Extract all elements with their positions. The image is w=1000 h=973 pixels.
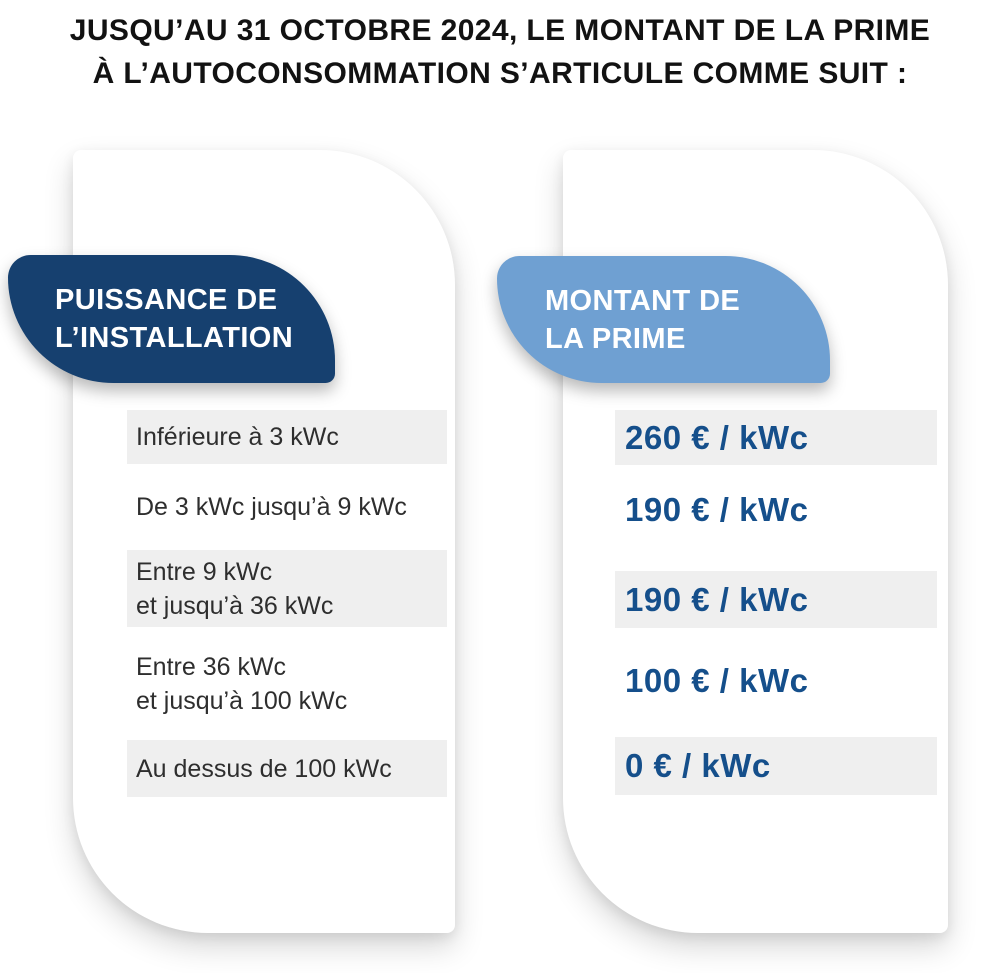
page-title-line2: À L’AUTOCONSOMMATION S’ARTICULE COMME SU… <box>92 57 908 90</box>
power-row-2-line1: De 3 kWc jusqu’à 9 kWc <box>136 493 407 521</box>
power-row-5: Au dessus de 100 kWc <box>127 740 447 797</box>
power-row-1: Inférieure à 3 kWc <box>127 410 447 464</box>
amount-row-4-value: 100 € / kWc <box>625 662 809 699</box>
power-row-1-line1: Inférieure à 3 kWc <box>136 423 339 451</box>
amount-row-5-value: 0 € / kWc <box>625 747 771 784</box>
amount-row-2: 190 € / kWc <box>615 482 937 538</box>
amount-row-4: 100 € / kWc <box>615 653 937 709</box>
power-row-5-line1: Au dessus de 100 kWc <box>136 754 392 783</box>
amount-row-1: 260 € / kWc <box>615 410 937 465</box>
power-row-4: Entre 36 kWc et jusqu’à 100 kWc <box>127 645 447 722</box>
power-row-4-line2: et jusqu’à 100 kWc <box>136 686 348 715</box>
page-title: JUSQU’AU 31 OCTOBRE 2024, LE MONTANT DE … <box>0 9 1000 95</box>
amount-header-badge: MONTANT DE LA PRIME <box>497 256 830 383</box>
power-row-3-line1: Entre 9 kWc <box>136 557 273 586</box>
amount-row-2-value: 190 € / kWc <box>625 491 809 528</box>
amount-row-5: 0 € / kWc <box>615 737 937 795</box>
power-row-3-line2: et jusqu’à 36 kWc <box>136 591 334 620</box>
power-header-line2: L’INSTALLATION <box>55 322 294 354</box>
power-row-4-line1: Entre 36 kWc <box>136 652 287 681</box>
amount-header-line2: LA PRIME <box>545 322 686 355</box>
power-row-3: Entre 9 kWc et jusqu’à 36 kWc <box>127 550 447 627</box>
amount-header-line1: MONTANT DE <box>545 284 741 317</box>
amount-row-3: 190 € / kWc <box>615 571 937 628</box>
power-header-line1: PUISSANCE DE <box>55 284 278 316</box>
amount-row-3-value: 190 € / kWc <box>625 580 809 618</box>
page-title-line1: JUSQU’AU 31 OCTOBRE 2024, LE MONTANT DE … <box>69 14 931 47</box>
power-header-badge: PUISSANCE DE L’INSTALLATION <box>8 255 335 383</box>
amount-row-1-value: 260 € / kWc <box>625 418 809 456</box>
power-row-2: De 3 kWc jusqu’à 9 kWc <box>127 480 447 534</box>
